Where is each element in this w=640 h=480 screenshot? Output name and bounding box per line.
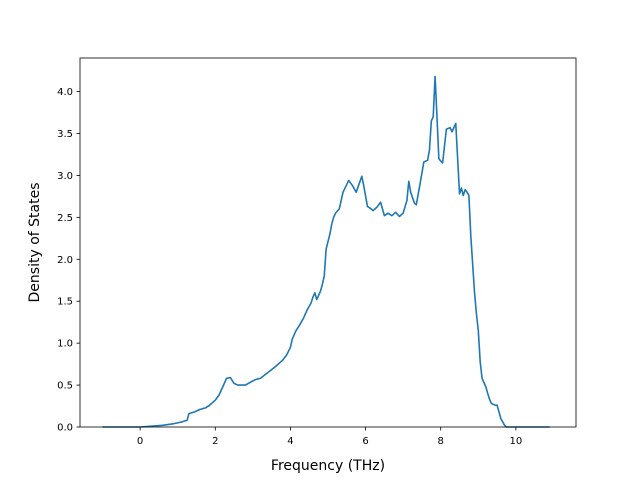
- y-tick-label: 1.0: [57, 339, 73, 350]
- x-axis-label: Frequency (THz): [271, 458, 385, 474]
- x-tick-label: 10: [510, 436, 523, 447]
- x-tick-label: 6: [362, 436, 368, 447]
- y-tick-label: 4.0: [57, 87, 73, 98]
- y-tick-label: 3.5: [57, 129, 73, 140]
- series-group: [102, 75, 550, 428]
- y-tick-label: 2.0: [57, 255, 73, 266]
- y-tick-label: 0.5: [57, 381, 73, 392]
- y-tick-label: 0.0: [57, 423, 73, 434]
- y-tick-label: 3.0: [57, 171, 73, 182]
- x-tick-label: 0: [137, 436, 143, 447]
- plot-frame: [79, 57, 577, 428]
- x-tick-label: 8: [438, 436, 444, 447]
- y-axis-label: Density of States: [27, 183, 43, 303]
- x-tick-label: 4: [287, 436, 293, 447]
- tick-group: 0 2 4 6 8 10 0.0 0.5 1.0 1.5 2.0 2.5 3.0 3.5 4.0: [57, 87, 522, 447]
- y-tick-label: 1.5: [57, 297, 73, 308]
- x-tick-label: 2: [212, 436, 218, 447]
- y-tick-label: 2.5: [57, 213, 73, 224]
- dos-series-line: [102, 75, 550, 428]
